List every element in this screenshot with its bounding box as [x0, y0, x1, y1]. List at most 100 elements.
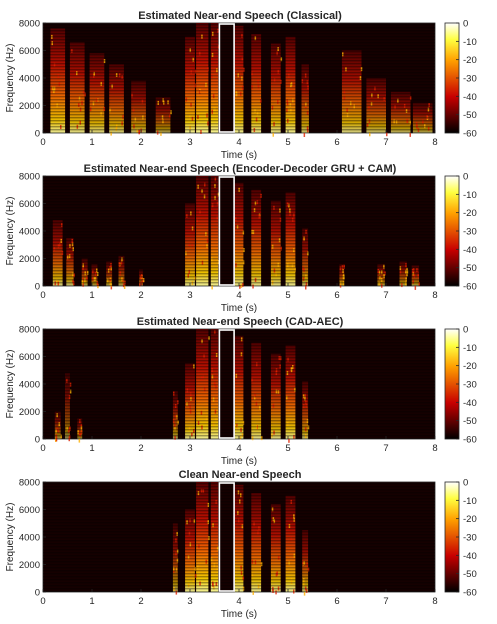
- colorbar-tick-label: -20: [463, 55, 477, 66]
- y-tick-label: 8000: [19, 172, 40, 183]
- x-tick-label: 4: [236, 596, 241, 607]
- colorbar-tick-label: 0: [463, 478, 468, 489]
- spectral-speckle: [252, 284, 254, 289]
- x-tick-label: 0: [40, 137, 45, 148]
- colorbar-tick-label: -20: [463, 514, 477, 525]
- y-tick-label: 4000: [19, 380, 40, 391]
- x-tick-label: 2: [138, 137, 143, 148]
- panel-2-xlabel: Time (s): [221, 303, 257, 314]
- panel-4: Clean Near-end Speech 0 1 2 3 4 5 6 7 8 0 2000 400…: [5, 469, 477, 620]
- colorbar-tick-label: -60: [463, 282, 477, 293]
- y-tick-label: 4000: [19, 533, 40, 544]
- colorbar-tick-label: 0: [463, 172, 468, 183]
- x-tick-label: 4: [236, 443, 241, 454]
- x-tick-label: 5: [285, 443, 290, 454]
- y-tick-label: 8000: [19, 325, 40, 336]
- x-tick-label: 7: [383, 290, 388, 301]
- x-tick-label: 4: [236, 290, 241, 301]
- spectral-speckle: [414, 285, 417, 290]
- colorbar-tick-label: -30: [463, 380, 477, 391]
- spectral-speckle: [305, 285, 307, 290]
- x-tick-label: 6: [334, 596, 339, 607]
- colorbar-tick-label: 0: [463, 19, 468, 30]
- panel-2-yaxis: 0 2000 4000 6000 8000: [19, 172, 46, 293]
- panel-1-colorbar-ticks: 0 -10 -20 -30 -40 -50 -60: [456, 19, 477, 140]
- y-tick-label: 2000: [19, 407, 40, 418]
- y-tick-label: 4000: [19, 74, 40, 85]
- spectral-speckle: [386, 132, 388, 137]
- panel-3-harmonics-overlay: [43, 329, 435, 439]
- colorbar-tick-label: -60: [463, 435, 477, 446]
- panel-4-xaxis: 0 1 2 3 4 5 6 7 8: [40, 589, 438, 607]
- spectral-speckle: [123, 285, 126, 289]
- colorbar-tick-label: -20: [463, 361, 477, 372]
- x-tick-label: 8: [432, 290, 437, 301]
- spectral-speckle: [272, 132, 274, 137]
- y-tick-label: 6000: [19, 199, 40, 210]
- y-tick-label: 2000: [19, 101, 40, 112]
- colorbar-tick-label: -10: [463, 496, 477, 507]
- spectral-speckle: [303, 591, 306, 596]
- colorbar-tick-label: -30: [463, 74, 477, 85]
- y-tick-label: 8000: [19, 478, 40, 489]
- colorbar-tick-label: -30: [463, 227, 477, 238]
- x-tick-label: 1: [89, 443, 94, 454]
- panel-1-xaxis: 0 1 2 3 4 5 6 7 8: [40, 130, 438, 148]
- panel-1-title: Estimated Near-end Speech (Classical): [138, 10, 342, 22]
- x-tick-label: 0: [40, 443, 45, 454]
- spectral-speckle: [68, 437, 70, 442]
- panel-3-xaxis: 0 1 2 3 4 5 6 7 8: [40, 436, 438, 454]
- x-tick-label: 6: [334, 290, 339, 301]
- y-tick-label: 0: [35, 282, 40, 293]
- y-tick-label: 6000: [19, 46, 40, 57]
- y-tick-label: 0: [35, 435, 40, 446]
- x-tick-label: 5: [285, 290, 290, 301]
- colorbar-tick-label: -10: [463, 37, 477, 48]
- panel-4-title: Clean Near-end Speech: [179, 469, 302, 481]
- x-tick-label: 7: [383, 137, 388, 148]
- spectral-speckle: [288, 438, 290, 443]
- panel-2-ylabel: Frequency (Hz): [5, 197, 16, 266]
- x-tick-label: 6: [334, 137, 339, 148]
- panel-2-xaxis: 0 1 2 3 4 5 6 7 8: [40, 283, 438, 301]
- panel-4-yaxis: 0 2000 4000 6000 8000: [19, 478, 46, 599]
- x-tick-label: 0: [40, 290, 45, 301]
- panel-2-highlight-box: [218, 176, 235, 286]
- x-tick-label: 7: [383, 443, 388, 454]
- spectral-speckle: [160, 131, 162, 136]
- panel-4-colorbar-ticks: 0 -10 -20 -30 -40 -50 -60: [456, 478, 477, 599]
- x-tick-label: 2: [138, 290, 143, 301]
- panel-4-highlight-box: [218, 482, 235, 592]
- colorbar-tick-label: -40: [463, 398, 477, 409]
- panel-1-harmonics-overlay: [43, 23, 435, 133]
- spectral-speckle: [275, 590, 277, 595]
- colorbar-tick-label: -60: [463, 129, 477, 140]
- colorbar-tick-label: -30: [463, 533, 477, 544]
- spectral-speckle: [211, 285, 213, 290]
- y-tick-label: 4000: [19, 227, 40, 238]
- colorbar-tick-label: -50: [463, 110, 477, 121]
- x-tick-label: 3: [187, 137, 192, 148]
- panel-3-ylabel: Frequency (Hz): [5, 350, 16, 419]
- colorbar-tick-label: -50: [463, 569, 477, 580]
- x-tick-label: 0: [40, 596, 45, 607]
- x-tick-label: 1: [89, 596, 94, 607]
- spectral-speckle: [110, 285, 113, 290]
- panel-3-title: Estimated Near-end Speech (CAD-AEC): [137, 316, 344, 328]
- colorbar-tick-label: -10: [463, 190, 477, 201]
- y-tick-label: 0: [35, 129, 40, 140]
- colorbar-tick-label: -50: [463, 416, 477, 427]
- panel-2: Estimated Near-end Speech (Encoder-Decod…: [5, 163, 477, 314]
- panel-3-highlight-box: [218, 329, 235, 439]
- colorbar-tick-label: -40: [463, 245, 477, 256]
- colorbar-tick-label: -10: [463, 343, 477, 354]
- panel-3-colorbar-ticks: 0 -10 -20 -30 -40 -50 -60: [456, 325, 477, 446]
- panel-3-xlabel: Time (s): [221, 456, 257, 467]
- y-tick-label: 8000: [19, 19, 40, 30]
- spectral-speckle: [239, 284, 241, 289]
- panel-3: Estimated Near-end Speech (CAD-AEC) 0 1 2 3…: [5, 316, 477, 467]
- x-tick-label: 3: [187, 290, 192, 301]
- colorbar-tick-label: -40: [463, 551, 477, 562]
- colorbar-tick-label: 0: [463, 325, 468, 336]
